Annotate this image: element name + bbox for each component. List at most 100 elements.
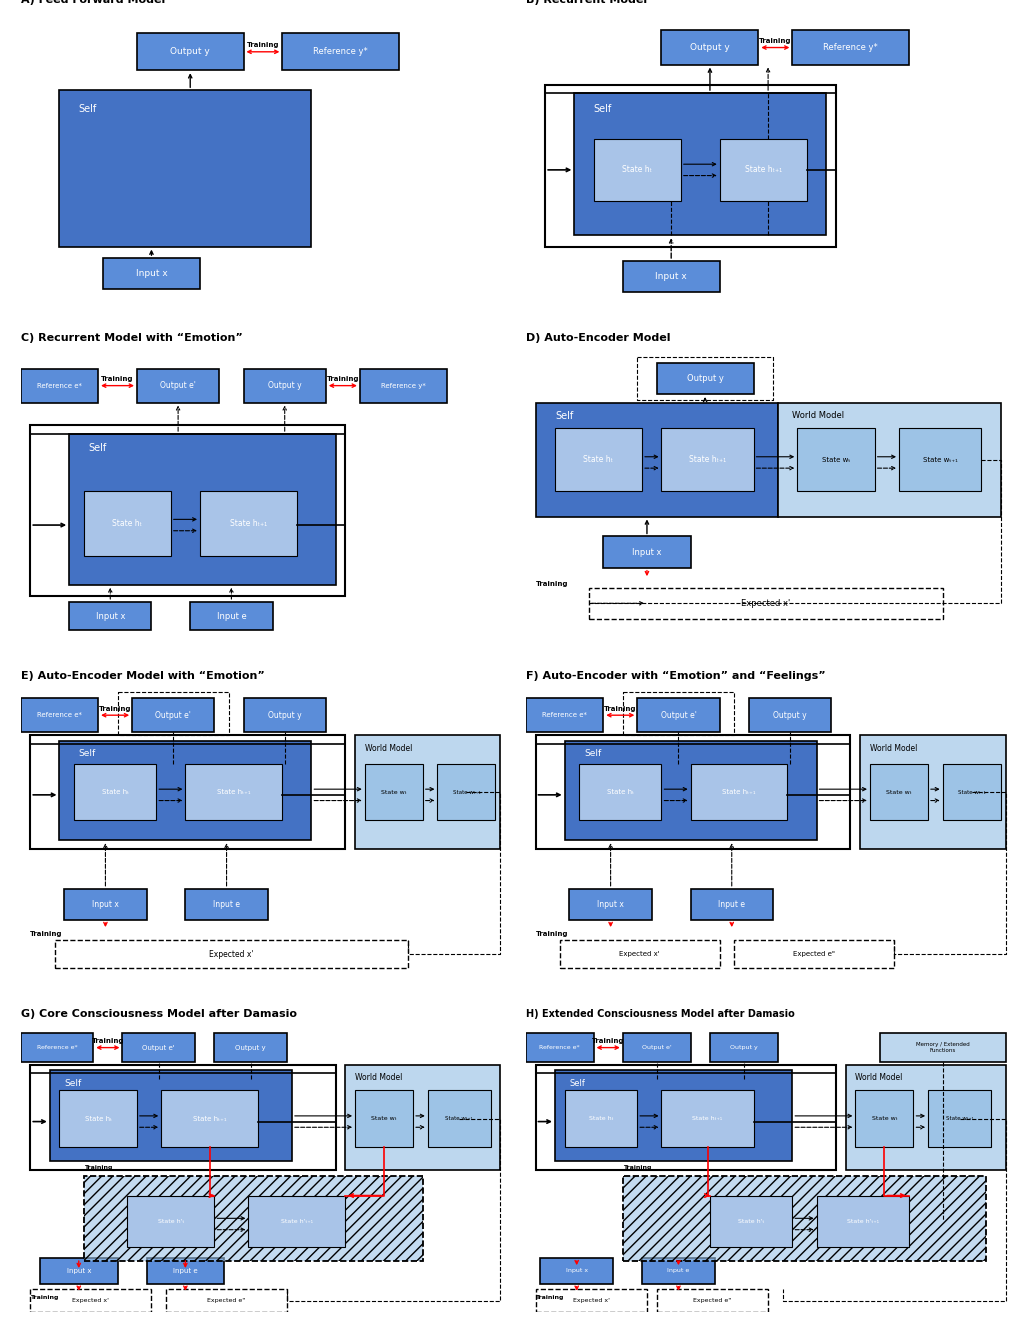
Text: State h'ₜ₊₁: State h'ₜ₊₁ xyxy=(280,1218,312,1224)
Text: Reference e*: Reference e* xyxy=(539,1046,580,1050)
Text: Training: Training xyxy=(101,376,134,382)
FancyBboxPatch shape xyxy=(734,940,894,968)
FancyBboxPatch shape xyxy=(345,1065,500,1170)
Text: Input e: Input e xyxy=(217,612,246,620)
FancyBboxPatch shape xyxy=(69,601,152,631)
Text: Output e': Output e' xyxy=(160,382,196,390)
FancyBboxPatch shape xyxy=(535,1289,647,1312)
Text: Training: Training xyxy=(535,932,568,937)
Text: Training: Training xyxy=(535,1295,564,1300)
Text: Input e: Input e xyxy=(213,900,240,909)
Text: Expected e": Expected e" xyxy=(793,951,835,957)
Text: Self: Self xyxy=(78,750,96,758)
FancyBboxPatch shape xyxy=(365,763,423,821)
FancyBboxPatch shape xyxy=(146,1259,224,1284)
FancyBboxPatch shape xyxy=(60,1090,137,1148)
Text: Output e': Output e' xyxy=(661,711,696,719)
FancyBboxPatch shape xyxy=(540,1259,613,1284)
FancyBboxPatch shape xyxy=(942,763,1001,821)
FancyBboxPatch shape xyxy=(691,763,788,821)
FancyBboxPatch shape xyxy=(243,368,326,403)
FancyBboxPatch shape xyxy=(360,368,447,403)
Text: Output y: Output y xyxy=(690,43,730,52)
Text: Reference e*: Reference e* xyxy=(37,712,81,718)
Text: B) Recurrent Model: B) Recurrent Model xyxy=(526,0,646,5)
Text: State h'ₜ: State h'ₜ xyxy=(738,1218,764,1224)
Text: Training: Training xyxy=(592,1038,625,1044)
Text: Output e': Output e' xyxy=(142,1044,175,1051)
Text: A) Feed Forward Model: A) Feed Forward Model xyxy=(21,0,165,5)
FancyBboxPatch shape xyxy=(657,1289,768,1312)
Text: State wₜ₊₁: State wₜ₊₁ xyxy=(923,457,958,462)
FancyBboxPatch shape xyxy=(132,698,214,732)
FancyBboxPatch shape xyxy=(21,1034,93,1062)
Text: State wₜ₊₁: State wₜ₊₁ xyxy=(453,790,480,794)
FancyBboxPatch shape xyxy=(526,1034,594,1062)
FancyBboxPatch shape xyxy=(560,940,720,968)
Text: Training: Training xyxy=(327,376,359,382)
Text: Self: Self xyxy=(594,104,612,114)
Text: Output y: Output y xyxy=(773,711,806,719)
FancyBboxPatch shape xyxy=(623,1176,986,1261)
Text: State wₜ: State wₜ xyxy=(822,457,851,462)
Text: State h'ₜ: State h'ₜ xyxy=(158,1218,184,1224)
Text: State wₜ₊₁: State wₜ₊₁ xyxy=(958,790,986,794)
FancyBboxPatch shape xyxy=(870,763,928,821)
FancyBboxPatch shape xyxy=(710,1196,792,1247)
FancyBboxPatch shape xyxy=(792,31,908,64)
Text: State wₜ: State wₜ xyxy=(871,1117,897,1121)
Text: Training: Training xyxy=(84,1165,112,1170)
FancyBboxPatch shape xyxy=(243,698,326,732)
Text: Reference e*: Reference e* xyxy=(542,712,587,718)
Text: Memory / Extended
Functions: Memory / Extended Functions xyxy=(916,1042,969,1052)
FancyBboxPatch shape xyxy=(535,403,777,517)
Text: Training: Training xyxy=(535,581,568,586)
FancyBboxPatch shape xyxy=(662,428,754,491)
FancyBboxPatch shape xyxy=(84,491,171,556)
FancyBboxPatch shape xyxy=(555,428,642,491)
FancyBboxPatch shape xyxy=(428,1090,491,1148)
Text: Input e: Input e xyxy=(173,1268,198,1273)
FancyBboxPatch shape xyxy=(55,940,408,968)
Text: State hₜ₊₁: State hₜ₊₁ xyxy=(722,789,756,795)
FancyBboxPatch shape xyxy=(797,428,874,491)
FancyBboxPatch shape xyxy=(899,428,982,491)
FancyBboxPatch shape xyxy=(928,1090,991,1148)
FancyBboxPatch shape xyxy=(637,698,720,732)
FancyBboxPatch shape xyxy=(30,1065,336,1170)
Text: State hₜ: State hₜ xyxy=(101,789,129,795)
Text: Expected x': Expected x' xyxy=(573,1299,609,1303)
FancyBboxPatch shape xyxy=(21,698,98,732)
Text: Expected x': Expected x' xyxy=(620,951,660,957)
Text: Training: Training xyxy=(604,706,636,712)
FancyBboxPatch shape xyxy=(565,740,817,841)
FancyBboxPatch shape xyxy=(777,403,1001,517)
Text: State hₜ₊₁: State hₜ₊₁ xyxy=(217,789,251,795)
FancyBboxPatch shape xyxy=(879,1034,1005,1062)
Text: Input x: Input x xyxy=(67,1268,91,1273)
Text: Training: Training xyxy=(759,37,792,44)
Text: Output e': Output e' xyxy=(156,711,191,719)
Text: Output y: Output y xyxy=(268,711,301,719)
FancyBboxPatch shape xyxy=(749,698,831,732)
FancyBboxPatch shape xyxy=(535,1065,836,1170)
Text: Reference e*: Reference e* xyxy=(37,1046,77,1050)
Text: Expected e": Expected e" xyxy=(207,1299,245,1303)
Text: Self: Self xyxy=(584,750,601,758)
Text: World Model: World Model xyxy=(870,743,918,753)
Text: G) Core Consciousness Model after Damasio: G) Core Consciousness Model after Damasi… xyxy=(21,1010,297,1019)
Text: Training: Training xyxy=(246,43,279,48)
Text: State wₜ: State wₜ xyxy=(886,790,911,794)
FancyBboxPatch shape xyxy=(214,1034,287,1062)
FancyBboxPatch shape xyxy=(860,735,1005,849)
FancyBboxPatch shape xyxy=(200,491,297,556)
FancyBboxPatch shape xyxy=(817,1196,908,1247)
FancyBboxPatch shape xyxy=(161,1090,258,1148)
FancyBboxPatch shape xyxy=(623,1034,691,1062)
FancyBboxPatch shape xyxy=(186,763,282,821)
Text: State hₜ: State hₜ xyxy=(623,166,653,174)
Text: C) Recurrent Model with “Emotion”: C) Recurrent Model with “Emotion” xyxy=(21,333,242,343)
FancyBboxPatch shape xyxy=(437,763,496,821)
FancyBboxPatch shape xyxy=(845,1065,1005,1170)
Text: Input x: Input x xyxy=(92,900,119,909)
